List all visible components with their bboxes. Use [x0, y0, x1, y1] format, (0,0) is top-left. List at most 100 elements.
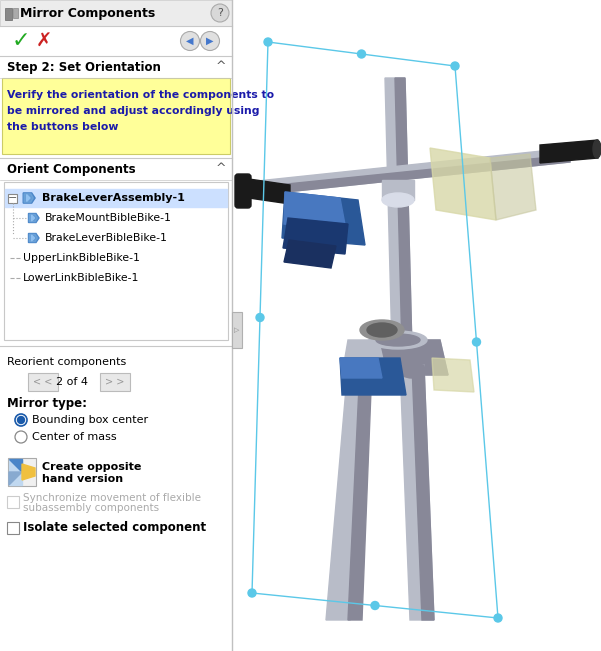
Bar [13, 8, 18, 18]
Polygon shape [395, 78, 412, 350]
Text: LowerLinkBibleBike-1: LowerLinkBibleBike-1 [23, 273, 139, 283]
Text: UpperLinkBibleBike-1: UpperLinkBibleBike-1 [23, 253, 140, 263]
Ellipse shape [367, 323, 397, 337]
Circle shape [451, 62, 459, 70]
Polygon shape [23, 193, 35, 203]
Text: Isolate selected component: Isolate selected component [23, 521, 206, 534]
Polygon shape [412, 365, 434, 620]
Circle shape [17, 417, 25, 424]
Text: ?: ? [217, 8, 223, 18]
Ellipse shape [360, 320, 404, 340]
Polygon shape [26, 195, 30, 201]
Text: Bounding box center: Bounding box center [32, 415, 148, 425]
Circle shape [494, 614, 502, 622]
Bar [5, 189, 227, 207]
Ellipse shape [369, 331, 427, 349]
Text: ^: ^ [216, 163, 226, 176]
Polygon shape [400, 365, 434, 620]
Text: Orient Components: Orient Components [7, 163, 136, 176]
Text: ^: ^ [216, 61, 226, 74]
Bar [382, 180, 414, 200]
Polygon shape [342, 340, 448, 375]
Polygon shape [9, 472, 22, 485]
Bar [7, 522, 19, 534]
Circle shape [371, 602, 379, 609]
Polygon shape [490, 154, 536, 220]
Polygon shape [380, 340, 448, 375]
Text: Mirror type:: Mirror type: [7, 398, 87, 411]
Text: Verify the orientation of the components to: Verify the orientation of the components… [7, 90, 274, 100]
Text: < <: < < [33, 377, 53, 387]
Circle shape [201, 31, 219, 51]
Circle shape [15, 431, 27, 443]
Text: ▷: ▷ [234, 327, 240, 333]
Polygon shape [28, 214, 39, 223]
Text: Step 2: Set Orientation: Step 2: Set Orientation [7, 61, 161, 74]
Text: > >: > > [105, 377, 124, 387]
Text: −: − [8, 193, 17, 203]
Polygon shape [385, 78, 412, 350]
Text: Synchronize movement of flexible: Synchronize movement of flexible [23, 493, 201, 503]
Bar [2, 78, 230, 154]
Ellipse shape [399, 362, 425, 378]
Polygon shape [9, 459, 22, 485]
Circle shape [264, 38, 272, 46]
Polygon shape [242, 178, 290, 204]
Bar [232, 312, 242, 348]
Polygon shape [31, 215, 34, 221]
Polygon shape [430, 148, 496, 220]
Text: subassembly components: subassembly components [23, 503, 159, 513]
Text: Create opposite: Create opposite [42, 462, 141, 472]
Polygon shape [24, 194, 34, 202]
Circle shape [211, 4, 229, 22]
Polygon shape [432, 358, 474, 392]
Bar [100, 373, 130, 391]
Polygon shape [540, 140, 598, 163]
Ellipse shape [376, 334, 420, 346]
Polygon shape [326, 365, 372, 620]
Ellipse shape [347, 362, 373, 378]
Bar [4, 182, 228, 340]
Circle shape [248, 589, 256, 597]
Bar [5, 8, 12, 20]
Polygon shape [340, 358, 382, 378]
Polygon shape [284, 192, 346, 230]
Ellipse shape [593, 140, 601, 158]
Text: 2 of 4: 2 of 4 [56, 377, 88, 387]
Polygon shape [248, 148, 570, 196]
Text: ◀: ◀ [186, 36, 194, 46]
Polygon shape [282, 192, 365, 245]
Polygon shape [28, 234, 39, 243]
Text: the buttons below: the buttons below [7, 122, 118, 132]
Bar [0, 0, 232, 26]
Text: hand version: hand version [42, 474, 123, 484]
Text: be mirrored and adjust accordingly using: be mirrored and adjust accordingly using [7, 106, 260, 116]
Polygon shape [248, 155, 570, 196]
Text: Center of mass: Center of mass [32, 432, 117, 442]
Polygon shape [22, 464, 35, 480]
Polygon shape [29, 214, 37, 222]
Circle shape [256, 314, 264, 322]
Bar [7, 496, 19, 508]
Polygon shape [348, 365, 372, 620]
Polygon shape [9, 459, 22, 472]
Polygon shape [31, 235, 34, 241]
Circle shape [472, 338, 481, 346]
Bar [0, 0, 232, 651]
Circle shape [15, 414, 27, 426]
Bar [8, 458, 36, 486]
Circle shape [180, 31, 200, 51]
Polygon shape [29, 234, 37, 242]
Circle shape [358, 50, 365, 58]
Bar [8, 193, 17, 202]
Polygon shape [283, 218, 348, 254]
FancyBboxPatch shape [235, 174, 251, 208]
Bar [28, 373, 58, 391]
Text: Reorient components: Reorient components [7, 357, 126, 367]
Text: ✗: ✗ [36, 31, 52, 51]
Text: BrakeLeverAssembly-1: BrakeLeverAssembly-1 [42, 193, 185, 203]
Ellipse shape [382, 193, 414, 207]
Text: Mirror Components: Mirror Components [20, 7, 155, 20]
Text: BrakeMountBibleBike-1: BrakeMountBibleBike-1 [44, 213, 171, 223]
Bar [233, 0, 601, 651]
